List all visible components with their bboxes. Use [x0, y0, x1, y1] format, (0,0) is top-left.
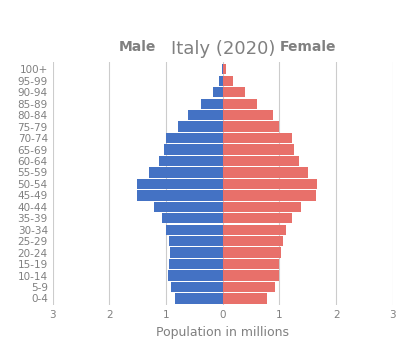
Bar — [219, 76, 223, 86]
Bar — [223, 167, 308, 178]
Bar — [170, 247, 223, 258]
Bar — [223, 179, 317, 189]
Bar — [175, 293, 223, 304]
Bar — [166, 225, 223, 235]
Bar — [136, 179, 223, 189]
Bar — [222, 64, 223, 75]
Bar — [159, 156, 223, 166]
Bar — [223, 270, 279, 281]
Bar — [201, 99, 223, 109]
Bar — [223, 190, 316, 201]
Bar — [223, 110, 273, 120]
Bar — [223, 259, 279, 269]
Bar — [188, 110, 223, 120]
Bar — [164, 144, 223, 155]
Bar — [171, 282, 223, 292]
Title: Italy (2020): Italy (2020) — [171, 40, 275, 58]
Bar — [223, 156, 299, 166]
Bar — [149, 167, 223, 178]
X-axis label: Population in millions: Population in millions — [156, 326, 289, 339]
Bar — [169, 236, 223, 246]
Bar — [178, 121, 223, 132]
Text: Female: Female — [279, 41, 336, 54]
Bar — [223, 64, 226, 75]
Bar — [223, 293, 267, 304]
Bar — [223, 282, 275, 292]
Bar — [223, 213, 292, 223]
Bar — [223, 133, 292, 143]
Text: Male: Male — [119, 41, 156, 54]
Bar — [168, 270, 223, 281]
Bar — [223, 236, 284, 246]
Bar — [213, 87, 223, 98]
Bar — [223, 121, 279, 132]
Bar — [223, 247, 281, 258]
Bar — [166, 133, 223, 143]
Bar — [223, 87, 245, 98]
Bar — [169, 259, 223, 269]
Bar — [223, 225, 286, 235]
Bar — [223, 76, 233, 86]
Bar — [223, 202, 301, 212]
Bar — [153, 202, 223, 212]
Bar — [223, 99, 257, 109]
Bar — [136, 190, 223, 201]
Bar — [162, 213, 223, 223]
Bar — [223, 144, 294, 155]
